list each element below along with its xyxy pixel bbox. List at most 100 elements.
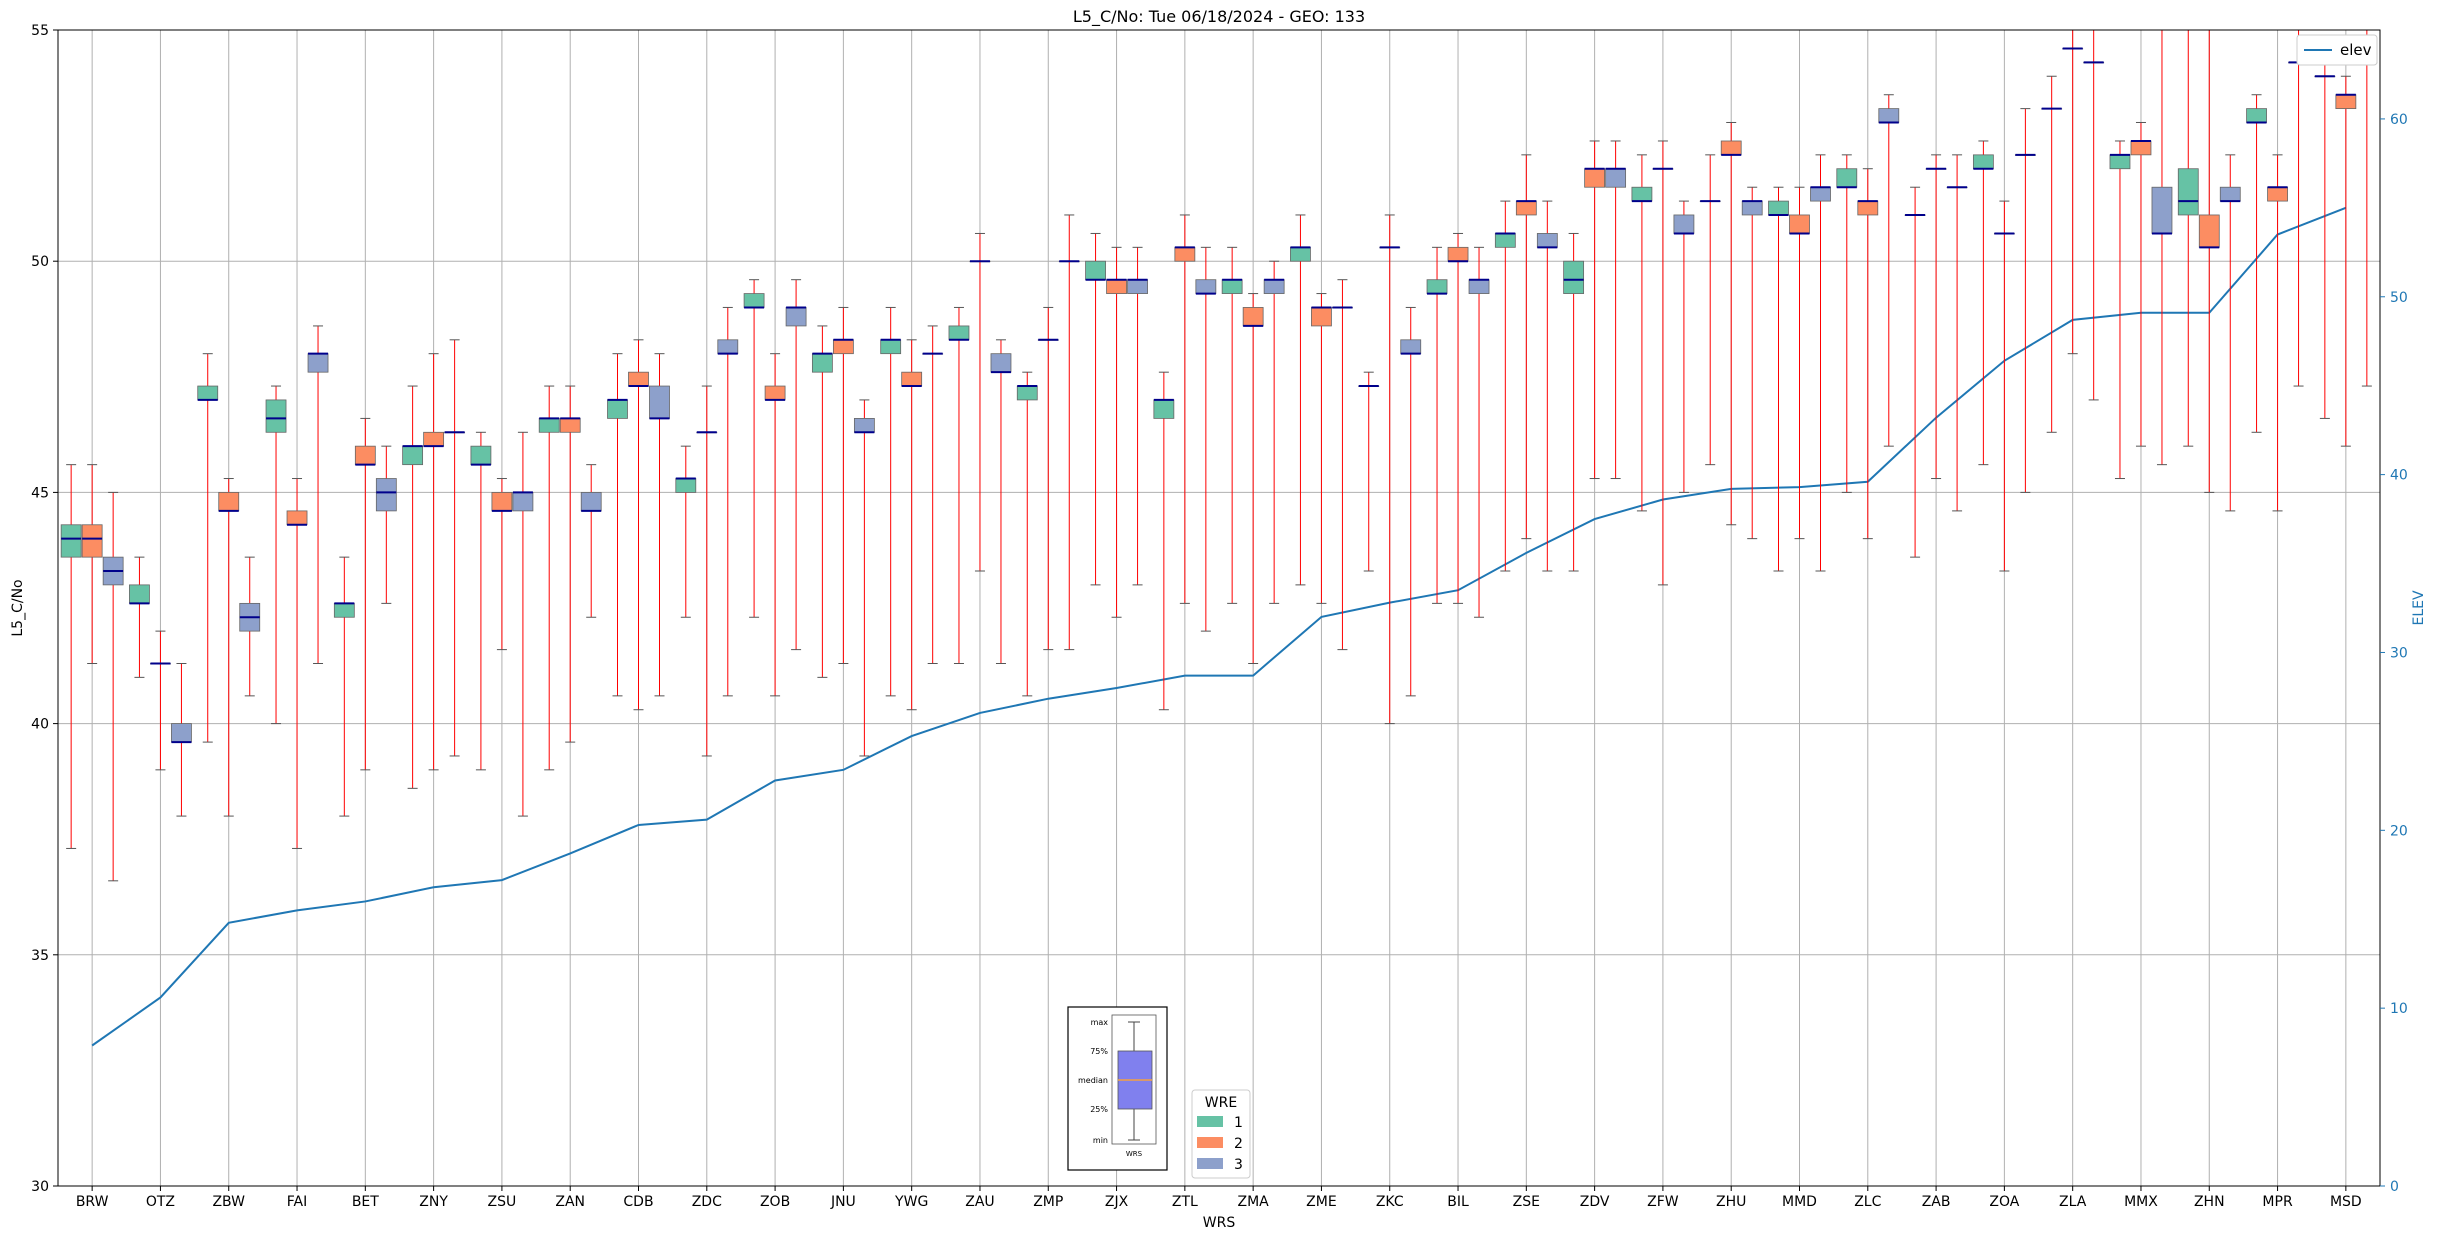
box-wre3 [444, 339, 466, 757]
box-iqr [1741, 200, 1763, 216]
box-iqr [1810, 186, 1831, 202]
box-iqr [81, 524, 103, 558]
box-iqr [129, 584, 150, 604]
wre-legend-swatch-2 [1197, 1137, 1223, 1148]
box-iqr [1174, 246, 1196, 262]
box-iqr [1221, 279, 1243, 294]
box-wre1 [470, 431, 492, 771]
box-iqr [1584, 168, 1606, 188]
box-iqr [901, 371, 923, 387]
box-wre2 [218, 478, 240, 817]
box-iqr [1127, 279, 1148, 294]
box-wre3 [1400, 306, 1422, 697]
x-tick-label: ZMP [1033, 1194, 1063, 1210]
box-wre2 [423, 353, 445, 771]
y-axis-label: L5_C/No [10, 579, 26, 636]
key-inset-q3-label: 75% [1090, 1047, 1108, 1056]
box-wre3 [785, 279, 807, 651]
box-iqr [171, 723, 192, 743]
box-iqr [1016, 385, 1038, 401]
key-inset-median-label: median [1078, 1076, 1108, 1085]
key-inset-inner-frame [1111, 1014, 1157, 1145]
box-wre2 [1242, 293, 1264, 664]
box-iqr [1426, 279, 1448, 294]
box-wre2 [832, 306, 854, 664]
x-tick-label: ZDV [1580, 1194, 1610, 1210]
box-iqr [2246, 108, 2267, 123]
box-iqr [1290, 246, 1311, 262]
elev-legend: elev [2296, 34, 2378, 66]
box-iqr [1515, 200, 1537, 216]
box-wre3 [922, 325, 944, 664]
y2-tick-label: 40 [2390, 468, 2408, 484]
box-wre2 [1311, 293, 1332, 604]
box-wre1 [1699, 154, 1721, 466]
plot-frame [57, 29, 2381, 1187]
box-iqr [2198, 214, 2220, 248]
box-wre1 [1768, 186, 1789, 572]
box-wre3 [1741, 186, 1763, 540]
box-wre2 [1174, 214, 1196, 604]
box-iqr [717, 339, 739, 355]
box-iqr [1857, 200, 1879, 216]
x-tick-label: BET [352, 1194, 379, 1210]
box-iqr [743, 293, 765, 308]
boxplot-key-inset: max 75% median 25% min WRS [1067, 1006, 1168, 1171]
box-wre2 [1993, 200, 2015, 572]
y2-tick-label: 30 [2390, 645, 2408, 661]
box-iqr [491, 491, 513, 512]
box-wre2 [2267, 154, 2288, 512]
box-wre1 [1631, 154, 1653, 512]
box-iqr [402, 445, 424, 466]
y-tick-label: 40 [31, 717, 49, 733]
key-inset-max-label: max [1091, 1018, 1109, 1027]
x-tick-label: ZMA [1238, 1194, 1270, 1210]
x-tick-label: ZJX [1105, 1194, 1129, 1210]
wre-legend-swatch-1 [1197, 1116, 1223, 1127]
box-wre3 [1195, 246, 1217, 632]
box-iqr [286, 510, 308, 526]
box-iqr [1153, 399, 1175, 419]
box-iqr [197, 385, 219, 401]
box-wre2 [1720, 121, 1742, 526]
y2-tick-label: 20 [2390, 823, 2408, 839]
y-tick-label: 30 [31, 1179, 49, 1195]
x-tick-label: ZSE [1513, 1194, 1540, 1210]
box-iqr [1400, 339, 1422, 355]
box-wre2 [1857, 168, 1879, 540]
box-wre1 [2314, 61, 2336, 419]
x-tick-label: FAI [287, 1194, 307, 1210]
key-inset-q1-label: 25% [1090, 1105, 1108, 1114]
box-iqr [2151, 186, 2173, 234]
box-wre3 [307, 325, 329, 664]
y2-tick-label: 0 [2390, 1179, 2399, 1195]
box-iqr [559, 418, 581, 433]
box-wre1 [1153, 371, 1175, 711]
box-iqr [853, 418, 875, 433]
x-tick-label: CDB [623, 1194, 653, 1210]
x-tick-label: BRW [76, 1194, 109, 1210]
x-tick-label: MPR [2262, 1194, 2293, 1210]
box-iqr [2267, 186, 2288, 202]
wre-legend-frame [1191, 1089, 1251, 1179]
box-wre3 [1673, 200, 1695, 493]
box-wre1 [948, 306, 970, 664]
box-wre3 [2151, 30, 2173, 466]
x-tick-label: MMD [1782, 1194, 1817, 1210]
box-wre2 [969, 232, 991, 572]
x-tick-label: ZBW [212, 1194, 245, 1210]
box-wre1 [1972, 140, 1994, 466]
box-wre2 [1652, 140, 1674, 586]
box-iqr [2177, 168, 2199, 216]
chart-title: L5_C/No: Tue 06/18/2024 - GEO: 133 [1073, 7, 1365, 27]
axis-layer: 30 35 40 45 50 55 0 10 20 30 40 50 60 BRW OTZ ZBW FAI BET… [31, 23, 2408, 1210]
box-wre3 [1810, 154, 1831, 572]
box-wre3 [649, 353, 670, 697]
box-wre1 [1563, 232, 1585, 572]
box-wre3 [2219, 154, 2241, 512]
box-iqr [628, 371, 649, 387]
box-iqr [1195, 279, 1217, 294]
wre-legend-label-1: 1 [1234, 1115, 1243, 1131]
box-wre2 [81, 464, 103, 664]
wre-legend-label-3: 3 [1234, 1157, 1243, 1173]
